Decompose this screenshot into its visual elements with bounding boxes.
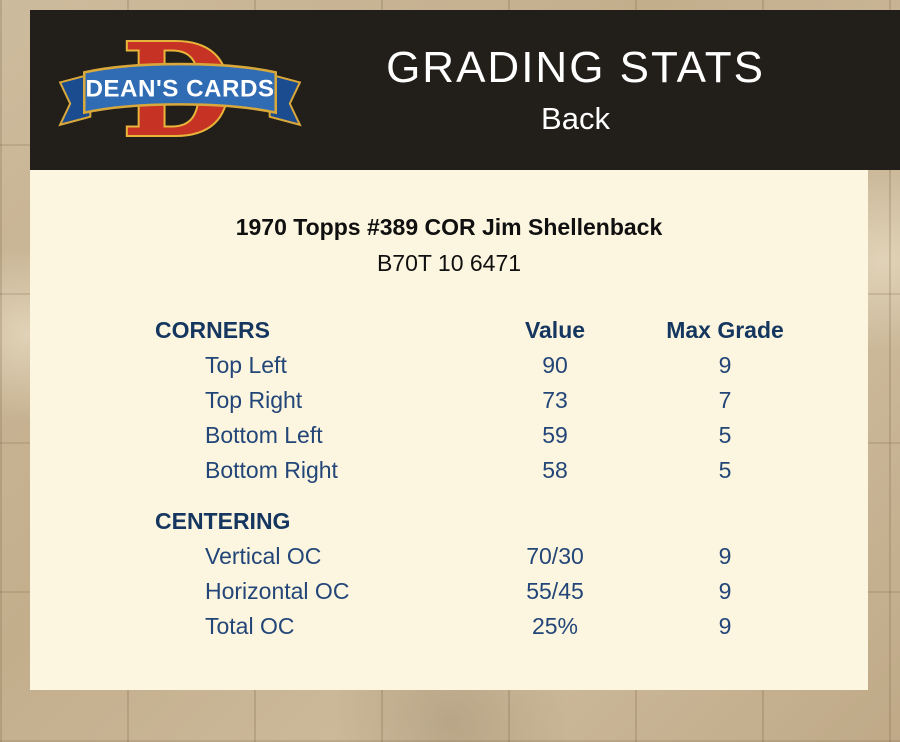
row-value: 70/30 [526,543,584,569]
row-value: 59 [542,422,568,448]
page-title: GRADING STATS [386,43,765,92]
table-row: Bottom Left 59 5 [155,418,868,453]
row-label: Top Right [205,387,303,413]
table-row: Vertical OC 70/30 9 [155,539,868,574]
table-row: Bottom Right 58 5 [155,453,868,488]
row-label: Vertical OC [205,543,322,569]
logo-brand-text: DEAN'S CARDS [85,76,274,103]
table-section-row: CENTERING [155,504,868,539]
row-label: Bottom Left [205,422,323,448]
row-value: 25% [531,613,579,639]
row-value: 58 [542,457,568,483]
row-value: 73 [542,387,568,413]
row-max-grade: 5 [718,457,732,483]
column-header-max-grade: Max Grade [666,317,784,343]
card-code: B70T 10 6471 [376,250,522,276]
table-row: Horizontal OC 55/45 9 [155,574,868,609]
row-max-grade: 9 [718,578,732,604]
row-max-grade: 9 [718,543,732,569]
section-gap [155,488,868,504]
deans-cards-logo-icon: D DEAN'S CARDS [58,14,302,167]
table-row: Total OC 25% 9 [155,609,868,644]
card-title: 1970 Topps #389 COR Jim Shellenback [235,214,663,240]
row-label: Total OC [205,613,295,639]
row-label: Horizontal OC [205,578,350,604]
section-header-centering: CENTERING [155,508,291,534]
row-max-grade: 5 [718,422,732,448]
table-row: Top Right 73 7 [155,383,868,418]
table-row: Top Left 90 9 [155,348,868,383]
deans-cards-logo: D DEAN'S CARDS [54,14,306,167]
column-header-value: Value [524,317,586,343]
row-label: Bottom Right [205,457,338,483]
content-panel: 1970 Topps #389 COR Jim Shellenback B70T… [30,170,868,690]
section-header-corners: CORNERS [155,317,271,343]
header-titles: GRADING STATS Back [306,43,845,137]
header-bar: D DEAN'S CARDS GRADING STATS Back [30,10,900,170]
row-max-grade: 7 [718,387,732,413]
row-max-grade: 9 [718,613,732,639]
table-header-row: CORNERS Value Max Grade [155,313,868,348]
row-value: 90 [542,352,568,378]
grading-table: CORNERS Value Max Grade Top Left 90 9 To… [155,313,868,644]
row-value: 55/45 [526,578,584,604]
row-max-grade: 9 [718,352,732,378]
page-subtitle: Back [541,101,610,136]
ribbon-banner [83,62,277,115]
row-label: Top Left [205,352,287,378]
